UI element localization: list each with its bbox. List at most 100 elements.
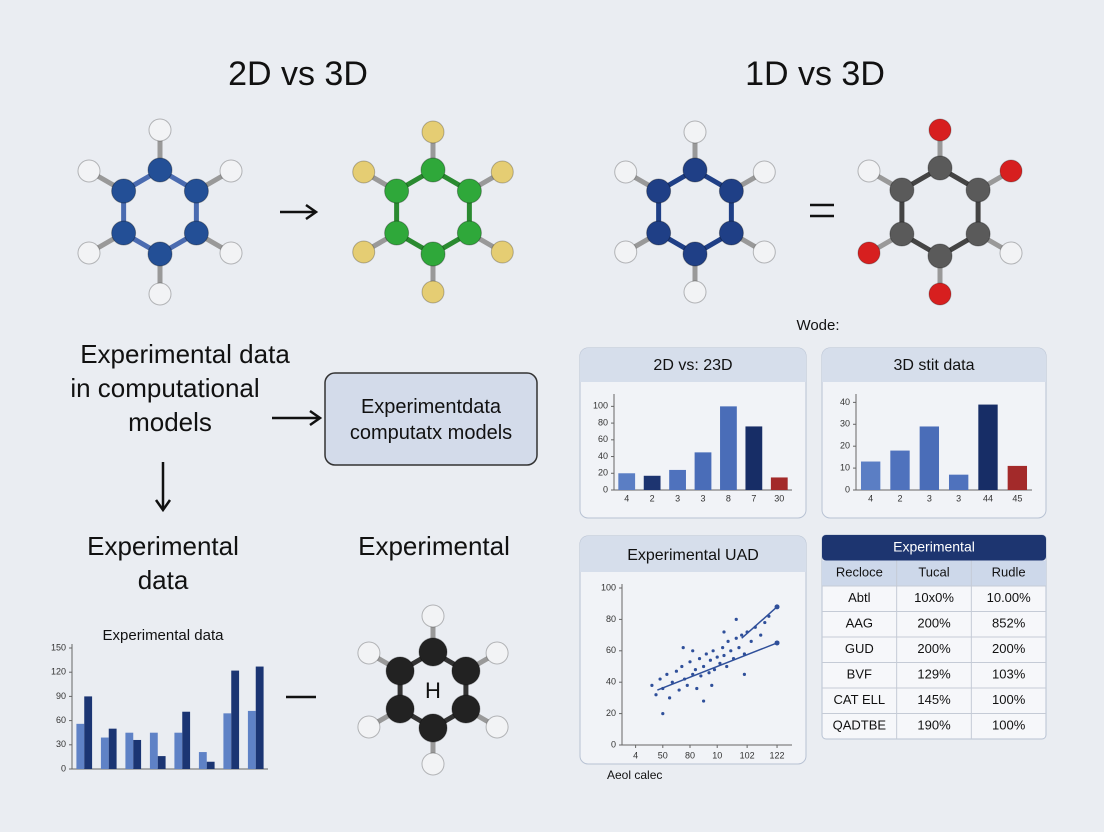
y-tick-label: 60 xyxy=(598,434,608,444)
y-tick-label: 0 xyxy=(845,484,850,494)
bar xyxy=(182,711,191,769)
y-tick-label: 60 xyxy=(606,645,616,655)
y-tick-label: 80 xyxy=(606,614,616,624)
x-tick-label: 122 xyxy=(770,750,785,760)
bar xyxy=(133,739,142,769)
point xyxy=(665,672,669,676)
bar xyxy=(157,756,166,769)
line-end xyxy=(774,640,780,646)
atom xyxy=(485,715,509,739)
x-tick-label: 8 xyxy=(726,493,731,503)
table-cell: 100% xyxy=(992,692,1026,707)
table-title: Experimental xyxy=(893,538,975,554)
bar xyxy=(618,473,636,490)
table-cell: Abtl xyxy=(848,590,871,605)
table-cell: 190% xyxy=(917,718,951,733)
atom xyxy=(999,159,1023,183)
atom xyxy=(451,656,481,686)
flow-text-line: Experimental data xyxy=(80,339,290,369)
table-cell: GUD xyxy=(845,641,874,656)
y-tick-label: 20 xyxy=(840,441,850,451)
bar xyxy=(919,426,940,490)
point xyxy=(740,633,744,637)
atom xyxy=(490,160,514,184)
atom xyxy=(385,656,415,686)
table-cell: 100% xyxy=(992,718,1026,733)
x-tick-label: 3 xyxy=(927,493,932,503)
atom xyxy=(451,694,481,724)
y-tick-label: 0 xyxy=(603,484,608,494)
x-tick-label: 10 xyxy=(712,750,722,760)
point xyxy=(707,671,711,675)
atom xyxy=(148,118,172,142)
atom xyxy=(490,240,514,264)
atom xyxy=(857,241,881,265)
x-tick-label: 80 xyxy=(685,750,695,760)
arrows xyxy=(154,203,834,699)
model-box-text: Experimentdata computatx models xyxy=(350,396,512,444)
atom xyxy=(111,220,137,246)
x-tick-label: 2 xyxy=(650,493,655,503)
footer-note: Aeol calec xyxy=(607,768,662,782)
x-tick-label: 4 xyxy=(868,493,873,503)
point xyxy=(708,658,713,662)
y-tick-label: 100 xyxy=(601,582,616,592)
point xyxy=(670,680,674,684)
table-cell: CAT ELL xyxy=(834,692,886,707)
point xyxy=(734,617,738,622)
bar xyxy=(694,452,712,490)
atom xyxy=(718,178,744,204)
point xyxy=(718,661,722,665)
point xyxy=(702,699,706,703)
atom xyxy=(148,282,172,306)
molecules xyxy=(77,118,1023,776)
point xyxy=(734,636,738,640)
table-cell: 129% xyxy=(917,667,951,682)
point xyxy=(681,646,685,650)
point xyxy=(691,649,695,653)
y-tick-label: 60 xyxy=(56,715,66,725)
point xyxy=(697,657,702,661)
chart-title: 3D stit data xyxy=(894,357,975,374)
point xyxy=(699,674,703,678)
atom xyxy=(683,280,707,304)
bar xyxy=(108,728,117,769)
x-tick-label: 30 xyxy=(774,493,784,503)
table-cell: 10.00% xyxy=(987,590,1032,605)
lower-left-text: Experimental data xyxy=(87,531,239,595)
atom xyxy=(857,159,881,183)
y-tick-label: 0 xyxy=(61,763,66,773)
bar xyxy=(860,461,881,490)
flow-text-line: in computational xyxy=(70,373,259,403)
atom xyxy=(421,604,445,628)
atom xyxy=(77,159,101,183)
chart-title: Experimental UAD xyxy=(627,547,759,564)
bar xyxy=(198,752,207,769)
atom-label: H xyxy=(425,678,441,703)
atom xyxy=(485,641,509,665)
y-tick-label: 40 xyxy=(606,677,616,687)
point xyxy=(737,646,741,650)
y-tick-label: 80 xyxy=(598,417,608,427)
table-cell: 200% xyxy=(917,641,951,656)
atom xyxy=(683,120,707,144)
model-box-line: Experimentdata xyxy=(361,396,502,418)
atom xyxy=(421,120,445,144)
x-tick-label: 2 xyxy=(897,493,902,503)
panel-header xyxy=(580,348,806,382)
table-cell: QADTBE xyxy=(833,718,887,733)
arrow-head xyxy=(154,499,172,513)
atom xyxy=(421,752,445,776)
x-tick-label: 4 xyxy=(633,750,638,760)
bar xyxy=(890,450,910,490)
atom xyxy=(928,118,952,142)
atom xyxy=(682,241,708,267)
table-header: Rudle xyxy=(992,565,1026,580)
table: Experimental Recloce Tucal Rudle Abtl 10x0% 10… xyxy=(821,534,1047,740)
atom xyxy=(385,694,415,724)
point xyxy=(702,664,706,669)
table-cell: 852% xyxy=(992,616,1026,631)
point xyxy=(725,664,729,669)
table-cell: 200% xyxy=(992,641,1026,656)
